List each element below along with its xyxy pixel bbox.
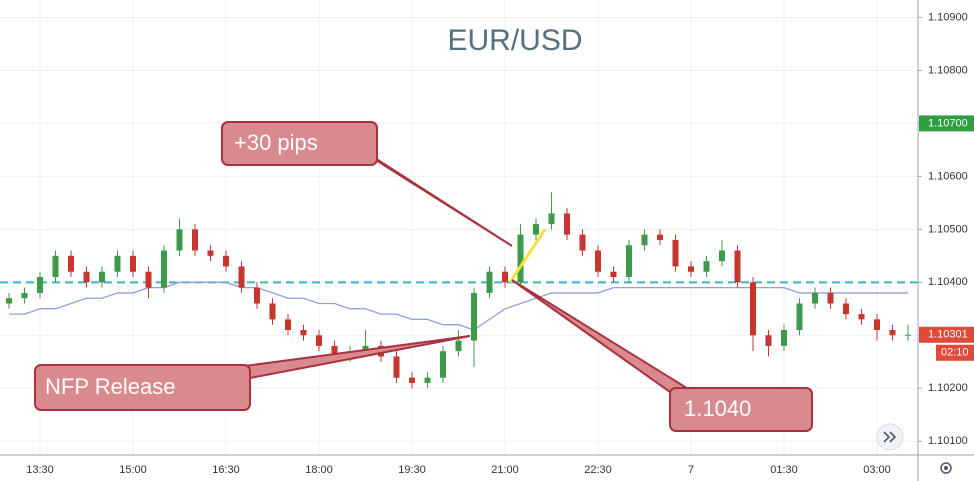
candle-body xyxy=(300,329,307,336)
candle-body xyxy=(874,319,880,330)
price-tag-label: 1.10700 xyxy=(928,117,968,129)
candle-body xyxy=(192,229,198,251)
x-tick-label: 13:30 xyxy=(26,464,54,476)
candle-body xyxy=(579,234,586,251)
candle-body xyxy=(564,213,570,235)
candle-body xyxy=(610,271,617,278)
candle-body xyxy=(765,335,772,346)
candle-body xyxy=(533,224,539,235)
candle-body xyxy=(734,250,741,283)
candle-body xyxy=(858,314,865,320)
x-tick-label: 16:30 xyxy=(212,464,240,476)
price-tag-label: 1.10301 xyxy=(928,329,968,341)
candle-body xyxy=(455,340,462,352)
candle-body xyxy=(161,250,167,288)
x-tick-label: 7 xyxy=(688,464,694,476)
candle-body xyxy=(889,329,896,336)
candle-body xyxy=(285,319,291,330)
candle-body xyxy=(843,303,849,315)
callout: 1.1040 xyxy=(511,279,813,432)
candle-body xyxy=(331,345,338,357)
y-tick-label: 1.10900 xyxy=(928,11,968,23)
candle-body xyxy=(905,334,911,336)
candle-body xyxy=(21,292,28,299)
x-tick-label: 18:00 xyxy=(305,464,333,476)
callout-text: NFP Release xyxy=(45,374,175,399)
y-tick-label: 1.10600 xyxy=(928,170,968,182)
x-tick-label: 21:00 xyxy=(491,464,519,476)
chart-title: EUR/USD xyxy=(447,24,582,57)
y-tick-label: 1.10500 xyxy=(928,223,968,235)
candle-body xyxy=(719,250,725,262)
candle-body xyxy=(796,303,803,330)
candle-body xyxy=(238,266,245,288)
y-tick-label: 1.10800 xyxy=(928,64,968,76)
candle-body xyxy=(37,277,43,293)
callout: +30 pips xyxy=(221,121,513,247)
candle-body xyxy=(83,271,90,283)
candle-body xyxy=(52,255,59,278)
moving-average xyxy=(9,281,908,331)
candle-body xyxy=(703,261,710,272)
candle-body xyxy=(750,282,756,336)
scroll-button[interactable] xyxy=(876,423,904,451)
scroll-icon xyxy=(883,431,897,443)
price-tag xyxy=(919,115,974,132)
candle-body xyxy=(223,255,229,267)
callout-box xyxy=(669,387,813,432)
candle-body xyxy=(595,250,601,272)
y-tick-label: 1.10400 xyxy=(928,276,968,288)
candle-body xyxy=(409,377,415,383)
candle-body xyxy=(672,239,679,267)
x-tick-label: 22:30 xyxy=(584,464,612,476)
candle-body xyxy=(362,345,369,352)
y-tick-label: 1.10100 xyxy=(928,435,968,447)
callout-text: +30 pips xyxy=(234,130,318,155)
countdown-label: 02:10 xyxy=(941,347,969,359)
candle-body xyxy=(641,234,648,246)
candle-body xyxy=(114,255,121,272)
candle-body xyxy=(130,255,136,272)
candle-body xyxy=(68,255,74,272)
candle-body xyxy=(781,329,787,346)
settings-button[interactable] xyxy=(940,462,952,474)
x-tick-label: 01:30 xyxy=(770,464,798,476)
candle-body xyxy=(269,303,276,320)
callout: NFP Release xyxy=(34,335,471,411)
settings-icon xyxy=(940,462,952,474)
candle-body xyxy=(424,377,431,383)
callout-text: 1.1040 xyxy=(684,396,751,421)
x-tick-label: 15:00 xyxy=(119,464,147,476)
y-tick-label: 1.10200 xyxy=(928,382,968,394)
callout-box xyxy=(221,121,378,166)
candle-body xyxy=(145,271,152,288)
candle-body xyxy=(657,234,663,240)
move-line xyxy=(508,228,547,284)
candle-body xyxy=(254,287,260,304)
candle-body xyxy=(827,292,834,304)
countdown-tag xyxy=(936,344,974,361)
candle-body xyxy=(176,229,183,251)
candle-body xyxy=(207,250,214,256)
candle-body xyxy=(486,271,493,293)
candle-body xyxy=(626,245,632,278)
candle-body xyxy=(6,298,12,304)
settings-icon-core xyxy=(944,466,948,470)
candle-body xyxy=(812,292,818,304)
candle-body xyxy=(471,292,477,341)
callout-box xyxy=(34,364,251,411)
candle-body xyxy=(440,351,446,378)
candle-body xyxy=(688,266,694,272)
candle-body xyxy=(548,213,555,225)
candle-body xyxy=(99,271,105,283)
candle-body xyxy=(393,356,400,378)
candle-body xyxy=(517,234,524,283)
x-tick-label: 19:30 xyxy=(398,464,426,476)
x-tick-label: 03:00 xyxy=(863,464,891,476)
price-tag xyxy=(919,326,974,343)
candle-body xyxy=(316,335,322,346)
candle-body xyxy=(502,271,508,283)
plot xyxy=(0,192,918,389)
